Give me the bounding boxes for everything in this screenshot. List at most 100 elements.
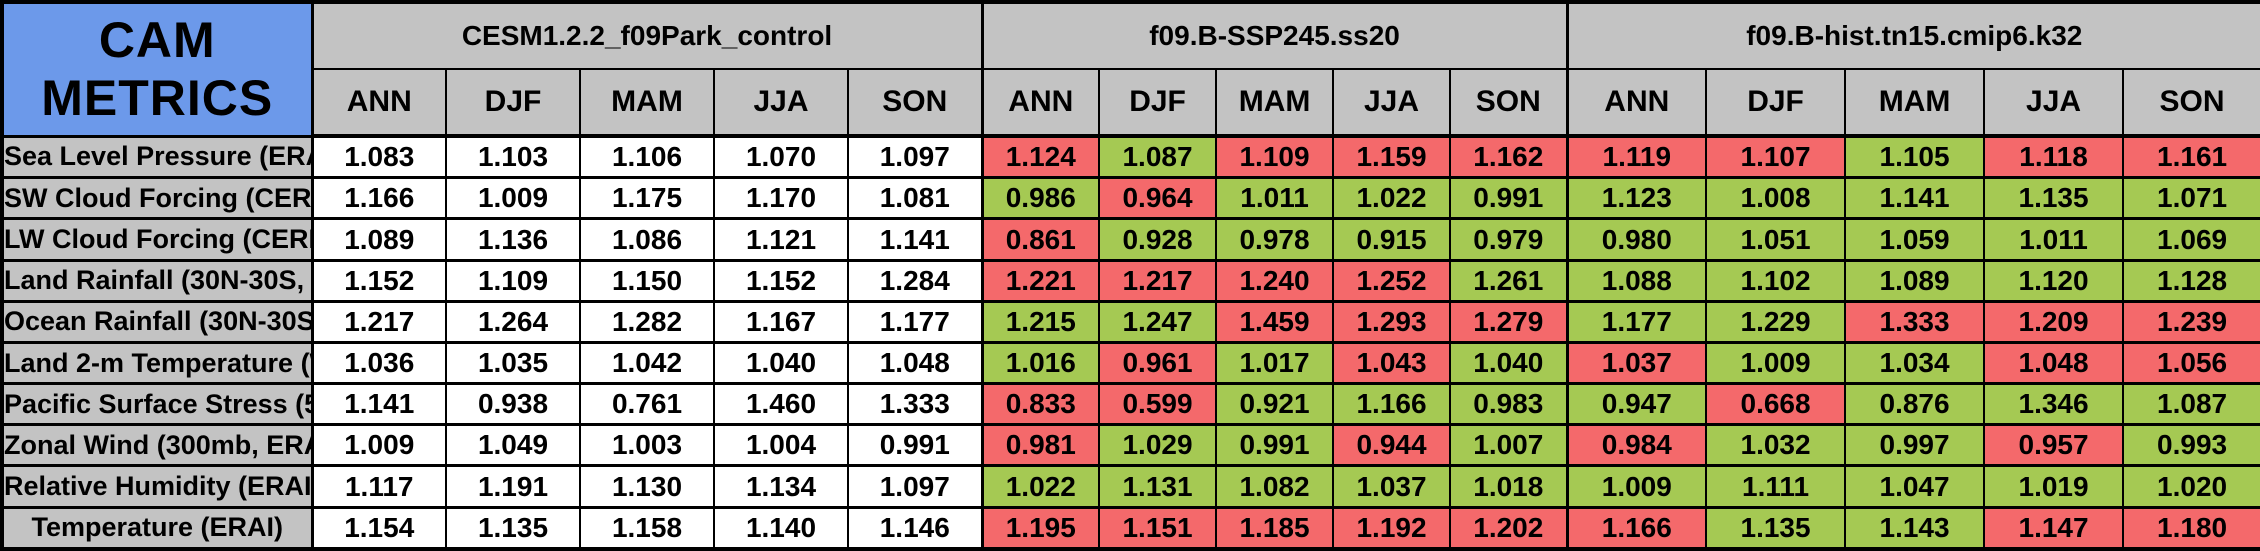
- metric-label: Pacific Surface Stress (5N-5S,ERS): [4, 388, 310, 419]
- metric-value-cell: 1.071: [2122, 176, 2260, 221]
- metric-value-cell: 1.056: [2122, 340, 2260, 386]
- table-row: Pacific Surface Stress (5N-5S,ERS)1.1410…: [1, 382, 2260, 427]
- metric-value-cell: 1.140: [713, 505, 849, 551]
- metric-label-cell: LW Cloud Forcing (CERES-EBAF): [1, 217, 313, 262]
- metric-value-cell: 1.070: [713, 134, 849, 180]
- metric-value-cell: 0.991: [1215, 423, 1335, 468]
- metric-value-cell: 0.761: [579, 382, 715, 427]
- metric-label-cell: Ocean Rainfall (30N-30S, GPCP): [1, 299, 313, 344]
- metric-value-cell: 0.980: [1565, 217, 1708, 262]
- metric-value-cell: 1.143: [1844, 505, 1986, 551]
- metric-value-cell: 1.017: [1215, 340, 1335, 386]
- metric-label: Land Rainfall (30N-30S, GPCP): [4, 265, 310, 296]
- metric-label-cell: Land Rainfall (30N-30S, GPCP): [1, 258, 313, 303]
- metric-label: Ocean Rainfall (30N-30S, GPCP): [4, 306, 311, 337]
- table-title-cell: CAM METRICS: [1, 1, 313, 137]
- season-header: MAM: [1844, 68, 1986, 138]
- metric-value-cell: 1.106: [579, 134, 715, 180]
- metric-value-cell: 1.141: [846, 217, 984, 262]
- table-row: Land 2-m Temperature (Willmott)1.0361.03…: [1, 340, 2260, 386]
- metric-value-cell: 1.037: [1565, 340, 1708, 386]
- metric-value-cell: 1.154: [310, 505, 447, 551]
- metric-label: Sea Level Pressure (ERAI): [4, 141, 311, 172]
- metrics-table-body: Sea Level Pressure (ERAI) 1.083 1.103 1.106…: [1, 134, 2260, 551]
- metric-value-cell: 1.109: [445, 258, 581, 303]
- metric-value-cell: 1.175: [579, 176, 715, 221]
- metric-value-cell: 1.167: [713, 299, 849, 344]
- metric-label-cell: SW Cloud Forcing (CERES-EBAF): [1, 176, 313, 221]
- season-header-row: ANN DJF MAM JJA SON ANN DJF MAM JJA SON …: [2, 68, 2260, 138]
- table-row: Temperature (ERAI) 1.154 1.135 1.158 1.140 1.…: [1, 505, 2260, 551]
- model-group-header-control: CESM1.2.2_f09Park_control: [310, 1, 984, 70]
- metric-value-cell: 0.861: [980, 217, 1101, 262]
- season-header: JJA: [1332, 68, 1452, 138]
- metric-value-cell: 1.159: [1332, 134, 1452, 180]
- metric-value-cell: 0.993: [2122, 423, 2260, 468]
- metric-value-cell: 1.247: [1098, 299, 1218, 344]
- metric-label-cell: Pacific Surface Stress (5N-5S,ERS): [1, 382, 313, 427]
- metric-value-cell: 1.087: [1098, 134, 1218, 180]
- metric-value-cell: 1.029: [1098, 423, 1218, 468]
- metric-value-cell: 0.668: [1705, 382, 1847, 427]
- metric-value-cell: 1.049: [445, 423, 581, 468]
- metric-value-cell: 1.150: [579, 258, 715, 303]
- metric-label-cell: Sea Level Pressure (ERAI): [1, 134, 313, 180]
- metric-value-cell: 0.979: [1449, 217, 1569, 262]
- model-group-header-row: CAM METRICS CESM1.2.2_f09Park_control f0…: [1, 1, 2260, 137]
- metric-value-cell: 1.152: [310, 258, 447, 303]
- model-group-header-hist: f09.B-hist.tn15.cmip6.k32: [1565, 1, 2260, 70]
- metric-value-cell: 1.089: [310, 217, 447, 262]
- metric-value-cell: 0.983: [1449, 382, 1569, 427]
- metric-value-cell: 1.043: [1332, 340, 1452, 386]
- metric-value-cell: 0.978: [1215, 217, 1335, 262]
- metric-value-cell: 1.020: [2122, 464, 2260, 509]
- metric-value-cell: 1.009: [1565, 464, 1708, 509]
- metric-value-cell: 1.118: [1983, 134, 2125, 180]
- metric-value-cell: 0.957: [1983, 423, 2125, 468]
- metric-value-cell: 1.082: [1215, 464, 1335, 509]
- season-header: SON: [846, 68, 984, 138]
- table-row: Zonal Wind (300mb, ERAI) 1.009 1.049 1.003 1…: [1, 423, 2260, 468]
- season-header: MAM: [1215, 68, 1335, 138]
- metric-value-cell: 1.022: [1332, 176, 1452, 221]
- metric-value-cell: 1.147: [1983, 505, 2125, 551]
- metric-value-cell: 1.011: [1215, 176, 1335, 221]
- table-row: Sea Level Pressure (ERAI) 1.083 1.103 1.106…: [1, 134, 2260, 180]
- table-row: SW Cloud Forcing (CERES-EBAF)1.1661.0091…: [1, 176, 2260, 221]
- metric-value-cell: 1.018: [1449, 464, 1569, 509]
- metric-value-cell: 1.166: [1332, 382, 1452, 427]
- metric-value-cell: 1.107: [1705, 134, 1847, 180]
- season-header: SON: [2122, 68, 2260, 138]
- metric-value-cell: 1.069: [2122, 217, 2260, 262]
- metric-label-cell: Relative Humidity (ERAI): [1, 464, 313, 509]
- metric-value-cell: 1.261: [1449, 258, 1569, 303]
- metric-value-cell: 1.185: [1215, 505, 1335, 551]
- season-header: DJF: [1705, 68, 1847, 138]
- metric-value-cell: 1.146: [846, 505, 984, 551]
- metric-value-cell: 0.876: [1844, 382, 1986, 427]
- metric-value-cell: 0.833: [980, 382, 1101, 427]
- metric-value-cell: 1.119: [1565, 134, 1708, 180]
- metric-value-cell: 1.089: [1844, 258, 1986, 303]
- season-header: SON: [1449, 68, 1569, 138]
- metric-value-cell: 1.087: [2122, 382, 2260, 427]
- metric-value-cell: 1.004: [713, 423, 849, 468]
- metric-value-cell: 1.032: [1705, 423, 1847, 468]
- metric-value-cell: 1.009: [1705, 340, 1847, 386]
- metric-value-cell: 1.151: [1098, 505, 1218, 551]
- metric-value-cell: 1.141: [1844, 176, 1986, 221]
- metric-value-cell: 1.131: [1098, 464, 1218, 509]
- metric-label: Temperature (ERAI): [31, 512, 284, 543]
- metric-value-cell: 1.124: [980, 134, 1101, 180]
- metric-value-cell: 0.986: [980, 176, 1101, 221]
- metric-label-cell: Temperature (ERAI): [1, 505, 313, 551]
- metric-value-cell: 1.217: [1098, 258, 1218, 303]
- metric-value-cell: 1.135: [445, 505, 581, 551]
- metric-value-cell: 1.264: [445, 299, 581, 344]
- metric-value-cell: 1.130: [579, 464, 715, 509]
- metric-value-cell: 1.152: [713, 258, 849, 303]
- metric-value-cell: 1.279: [1449, 299, 1569, 344]
- metric-value-cell: 1.459: [1215, 299, 1335, 344]
